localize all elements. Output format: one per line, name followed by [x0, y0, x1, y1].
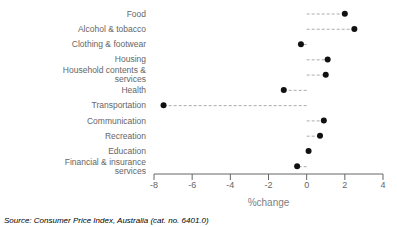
svg-text:Communication: Communication — [87, 116, 146, 126]
svg-text:Financial & insuranceservices: Financial & insuranceservices — [65, 157, 147, 176]
svg-text:Transportation: Transportation — [92, 100, 147, 110]
svg-text:Clothing & footwear: Clothing & footwear — [72, 39, 146, 49]
svg-text:-8: -8 — [150, 180, 158, 190]
svg-text:0: 0 — [304, 180, 309, 190]
html-text:Source: Consumer Price Index,: Source: Consumer Price Index, Australia … — [4, 216, 209, 225]
svg-text:Education: Education — [108, 146, 146, 156]
svg-text:Health: Health — [121, 85, 146, 95]
svg-text:Housing: Housing — [115, 54, 146, 64]
svg-text:%change: %change — [248, 197, 290, 208]
svg-text:-6: -6 — [188, 180, 196, 190]
svg-text:-4: -4 — [226, 180, 234, 190]
svg-text:4: 4 — [380, 180, 385, 190]
svg-text:-2: -2 — [264, 180, 272, 190]
svg-text:Food: Food — [127, 9, 147, 19]
svg-text:Recreation: Recreation — [105, 131, 146, 141]
svg-text:Household contents &services: Household contents &services — [63, 65, 146, 84]
svg-text:Alcohol & tobacco: Alcohol & tobacco — [78, 24, 146, 34]
svg-text:2: 2 — [342, 180, 347, 190]
